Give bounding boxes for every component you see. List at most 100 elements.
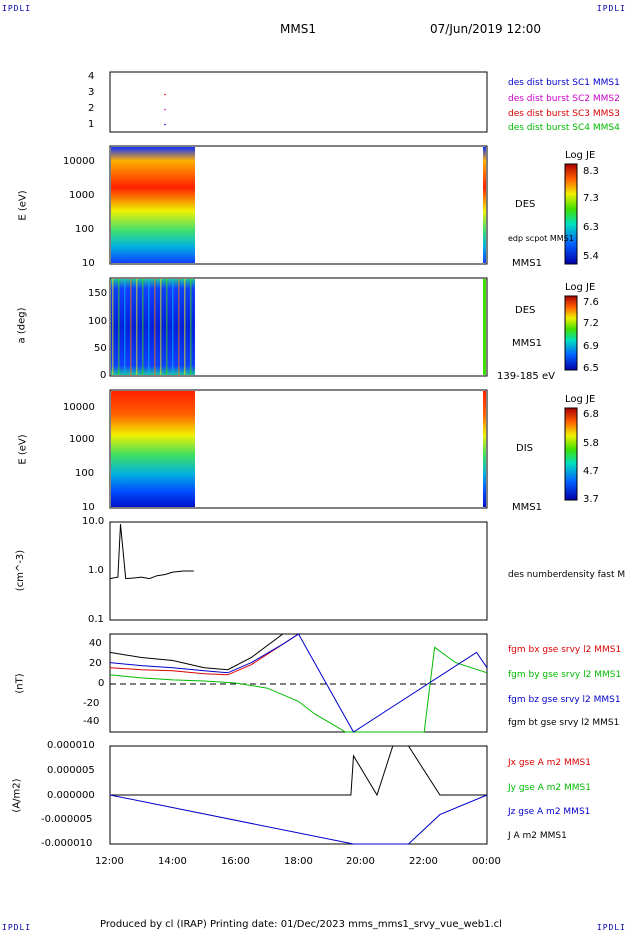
p4-ytick: 10000 (63, 402, 95, 413)
series-layer (109, 93, 488, 845)
p3-ytick: 100 (88, 316, 108, 327)
p1-ytick: 4 (88, 71, 95, 82)
p7-legend-item: Jx gse A m2 MMS1 (508, 758, 591, 768)
p2-right-label: DES (515, 199, 536, 210)
series-point (164, 93, 166, 96)
p4-right-bottom: MMS1 (512, 502, 542, 513)
p6-ytick: -40 (83, 716, 100, 727)
pitch-stripe (154, 279, 156, 375)
p4-ytick: 1000 (69, 434, 95, 445)
p3-right-label: DES (515, 305, 536, 316)
p2-cbar-tick: 5.4 (583, 251, 599, 262)
p3-cbar-tick: 6.5 (583, 363, 599, 374)
x-tick-label: 12:00 (95, 856, 124, 867)
p6-legend-item: fgm bz gse srvy l2 MMS1 (508, 695, 621, 705)
p2-ytick: 10 (82, 258, 95, 269)
p4-cbar-tick: 3.7 (583, 494, 599, 505)
p3-cbar-title: Log JE (565, 282, 596, 293)
colorbar-des-pitch (564, 295, 578, 371)
p3-ytick: 50 (94, 343, 107, 354)
x-tick-label: 22:00 (409, 856, 438, 867)
corner-mark-tr: IPDLI (596, 4, 626, 13)
x-tick-label: 14:00 (158, 856, 187, 867)
pitch-stripe (166, 279, 168, 375)
pitch-stripe (142, 279, 144, 375)
p1-legend-item: des dist burst SC4 MMS4 (508, 123, 620, 133)
p6-ytick: 20 (89, 658, 102, 669)
p6-ytick: 40 (89, 638, 102, 649)
p5-ytick: 0.1 (88, 614, 104, 625)
p6-legend-item: fgm by gse srvy l2 MMS1 (508, 670, 622, 680)
p2-ytick: 100 (75, 224, 95, 235)
p7-ytick: 0.000010 (47, 740, 95, 751)
corner-mark-bl: IPDLI (2, 923, 32, 932)
corner-mark-br: IPDLI (596, 923, 626, 932)
series-line (109, 633, 488, 733)
p4-cbar-tick: 6.8 (583, 409, 599, 420)
p4-cbar-title: Log JE (565, 394, 596, 405)
p3-cbar-tick: 7.2 (583, 318, 599, 329)
p2-ytick: 10000 (63, 156, 95, 167)
p1-ytick: 1 (88, 119, 95, 130)
p4-ytick: 100 (75, 468, 95, 479)
x-tick-label: 00:00 (472, 856, 501, 867)
series-line (109, 524, 194, 580)
p2-ytick: 1000 (69, 190, 95, 201)
x-tick-label: 20:00 (346, 856, 375, 867)
p3-cbar-tick: 7.6 (583, 297, 599, 308)
series-line (109, 633, 299, 676)
p3-right-bottom: 139-185 eV (497, 371, 555, 382)
pitch-stripe (172, 279, 174, 375)
colorbar-des-energy (564, 163, 578, 265)
p7-ylabel: (A/m2) (11, 778, 23, 813)
p4-ylabel: E (eV) (17, 434, 29, 465)
corner-mark-tl: IPDLI (2, 4, 32, 13)
pitch-stripe (148, 279, 150, 375)
dis-energy-edge-strip (483, 391, 486, 507)
pitch-stripe (178, 279, 180, 375)
p6-ytick: 0 (98, 678, 105, 689)
des-pitch-spectrogram (111, 279, 195, 375)
pitch-stripe (124, 279, 126, 375)
p3-cbar-tick: 6.9 (583, 341, 599, 352)
des-pitch-edge-strip (483, 279, 486, 375)
p7-ytick: 0.000005 (47, 765, 95, 776)
p5-ylabel: (cm^-3) (15, 549, 27, 592)
series-line (109, 646, 488, 733)
p5-legend-item: des numberdensity fast M (508, 570, 626, 580)
pitch-stripe (190, 279, 192, 375)
p1-legend-item: des dist burst SC2 MMS2 (508, 94, 620, 104)
p3-ytick: 150 (88, 288, 108, 299)
p4-cbar-tick: 5.8 (583, 438, 599, 449)
pitch-stripe (112, 279, 114, 375)
p3-ylabel: a (deg) (16, 307, 28, 344)
p1-legend-item: des dist burst SC3 MMS3 (508, 109, 620, 119)
p7-ytick: 0.000000 (47, 790, 95, 801)
colorbar-dis-energy (564, 407, 578, 501)
p7-legend-item: Jz gse A m2 MMS1 (508, 807, 591, 817)
spacecraft-title: MMS1 (280, 22, 316, 36)
pitch-stripe (160, 279, 162, 375)
plot-datetime: 07/Jun/2019 12:00 (430, 22, 542, 36)
p2-cbar-tick: 6.3 (583, 222, 599, 233)
pitch-stripe (136, 279, 138, 375)
p4-ytick: 10 (82, 502, 95, 513)
p1-legend-item: des dist burst SC1 MMS1 (508, 78, 620, 88)
des-energy-spectrogram (111, 147, 195, 263)
p3-ytick: 0 (100, 370, 107, 381)
p2-cbar-tick: 7.3 (583, 193, 599, 204)
des-pitch-stripes (112, 279, 192, 375)
pitch-stripe (184, 279, 186, 375)
p7-legend-item: J A m2 MMS1 (508, 831, 567, 841)
p7-ytick: -0.000010 (41, 838, 93, 849)
panel-frame-des-pitch (109, 277, 488, 377)
p6-legend-item: fgm bt gse srvy l2 MMS1 (508, 718, 620, 728)
p2-ylabel: E (eV) (17, 190, 29, 221)
des-energy-edge-strip (483, 147, 486, 263)
p6-legend-item: fgm bx gse srvy l2 MMS1 (508, 645, 622, 655)
p2-right-small: edp scpot MMS1 (508, 234, 574, 243)
p4-cbar-tick: 4.7 (583, 466, 599, 477)
pitch-stripe (130, 279, 132, 375)
dis-energy-spectrogram (111, 391, 195, 507)
